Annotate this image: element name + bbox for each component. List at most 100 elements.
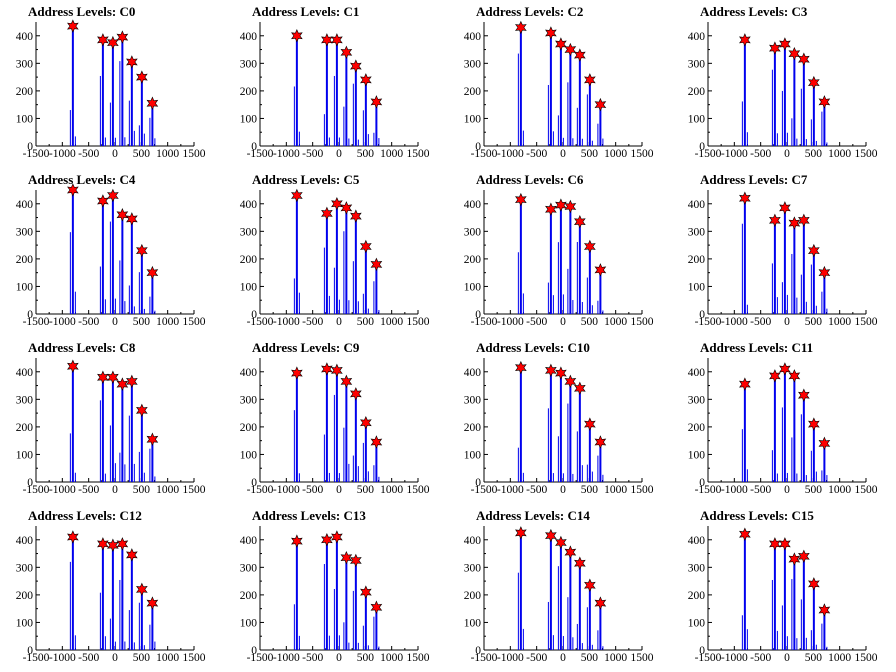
- y-tick-label: 100: [16, 113, 34, 125]
- histogram-bar: [586, 607, 588, 650]
- histogram-bar: [826, 646, 828, 650]
- peak-marker: [808, 417, 820, 431]
- histogram-bar: [151, 272, 154, 314]
- histogram-bar: [345, 52, 348, 147]
- histogram-bar: [149, 117, 151, 146]
- histogram-bar: [364, 79, 367, 146]
- y-tick-label: 100: [240, 281, 258, 293]
- peak-marker: [818, 265, 831, 280]
- peak-marker: [67, 183, 79, 197]
- chart-svg: 0 100 200 300 400 -1500 -1000 -500 0 500 1000 1500: [16, 526, 206, 664]
- x-tick-label: 500: [357, 148, 375, 160]
- histogram-bar: [138, 272, 140, 314]
- histogram-bar: [124, 464, 126, 482]
- peak-marker: [584, 73, 596, 87]
- y-tick-label: 300: [16, 562, 34, 574]
- histogram-bar: [335, 203, 338, 314]
- peak-marker: [321, 533, 333, 547]
- histogram-bar: [771, 579, 773, 650]
- chart-svg: 0 100 200 300 400 -1500 -1000 -500 0 500 1000 1500: [16, 183, 206, 328]
- chart-title: Address Levels: C10: [476, 340, 590, 355]
- histogram-bar: [352, 261, 354, 314]
- peak-marker: [126, 548, 138, 562]
- histogram-bar: [591, 471, 593, 482]
- x-tick-label: 500: [805, 652, 823, 664]
- histogram-bar: [826, 475, 828, 482]
- peak-marker: [370, 600, 383, 615]
- histogram-bar: [338, 473, 340, 482]
- histogram-bar: [367, 308, 369, 314]
- histogram-bar: [791, 118, 793, 146]
- histogram-bar: [567, 268, 569, 314]
- chart-title: Address Levels: C3: [700, 4, 808, 19]
- histogram-bar: [786, 294, 788, 314]
- histogram-bar: [138, 125, 140, 146]
- x-tick-label: -1500: [23, 484, 50, 496]
- peak-marker: [350, 209, 362, 223]
- histogram-bar: [154, 641, 156, 650]
- histogram-bar: [378, 138, 380, 146]
- x-tick-label: 500: [357, 652, 375, 664]
- histogram-bar: [119, 61, 121, 146]
- histogram-bar: [776, 473, 778, 482]
- chart-svg: 0 100 200 300 400 -1500 -1000 -500 0 500 1000 1500: [240, 358, 430, 496]
- histogram-bar: [149, 448, 151, 482]
- histogram-bar: [821, 470, 823, 482]
- histogram-bar: [357, 301, 359, 314]
- histogram-bar: [821, 111, 823, 146]
- peak-marker: [136, 403, 148, 418]
- histogram-bar: [783, 207, 786, 314]
- y-tick-label: 100: [240, 617, 258, 629]
- x-tick-label: -1000: [497, 484, 524, 496]
- histogram-bar: [815, 644, 817, 650]
- x-tick-label: 1500: [631, 652, 654, 664]
- histogram-bar: [812, 583, 815, 650]
- peak-marker: [779, 37, 791, 51]
- x-tick-label: -1000: [721, 316, 748, 328]
- histogram-bar: [143, 645, 145, 650]
- histogram-bar: [815, 305, 817, 314]
- y-tick-label: 300: [16, 394, 34, 406]
- histogram-bar: [576, 107, 578, 146]
- histogram-bar: [338, 137, 340, 146]
- y-tick-label: 100: [688, 281, 706, 293]
- peak-marker: [360, 585, 372, 599]
- histogram-bar: [119, 260, 121, 314]
- chart-title: Address Levels: C4: [28, 172, 136, 187]
- histogram-bar: [114, 298, 116, 314]
- chart-panel: Address Levels: C10 0 100 200 300 400 -1500 -10…: [448, 336, 672, 504]
- histogram-bar: [124, 301, 126, 314]
- histogram-bar: [773, 48, 776, 146]
- histogram-bar: [821, 623, 823, 650]
- histogram-bar: [569, 49, 572, 147]
- y-tick-label: 0: [251, 477, 257, 489]
- histogram-bar: [599, 442, 602, 482]
- peak-marker: [116, 208, 129, 222]
- histogram-bar: [99, 75, 101, 146]
- histogram-bar: [357, 466, 359, 482]
- peak-marker: [574, 381, 586, 396]
- peak-marker: [798, 52, 810, 66]
- y-tick-label: 100: [688, 617, 706, 629]
- histogram-bar: [101, 39, 104, 146]
- chart-title: Address Levels: C5: [252, 172, 360, 187]
- histogram-bar: [597, 300, 599, 314]
- histogram-bar: [298, 635, 300, 650]
- y-tick-label: 0: [475, 309, 481, 321]
- x-tick-label: 1000: [380, 148, 403, 160]
- peak-marker: [340, 550, 353, 565]
- histogram-bar: [599, 603, 602, 650]
- histogram-bar: [121, 543, 124, 650]
- peak-marker: [818, 603, 831, 617]
- chart-svg: 0 100 200 300 400 -1500 -1000 -500 0 500 1000 1500: [464, 526, 654, 664]
- peak-marker: [769, 369, 781, 383]
- y-tick-label: 200: [688, 590, 706, 602]
- peak-marker: [574, 214, 586, 229]
- chart-panel: Address Levels: C7 0 100 200 300 400 -1500 -100…: [672, 168, 896, 336]
- x-tick-label: -1000: [273, 652, 300, 664]
- x-tick-label: -1500: [471, 484, 498, 496]
- peak-marker: [97, 194, 109, 208]
- y-tick-label: 300: [688, 226, 706, 238]
- histogram-bar: [771, 69, 773, 146]
- histogram-bar: [362, 293, 364, 314]
